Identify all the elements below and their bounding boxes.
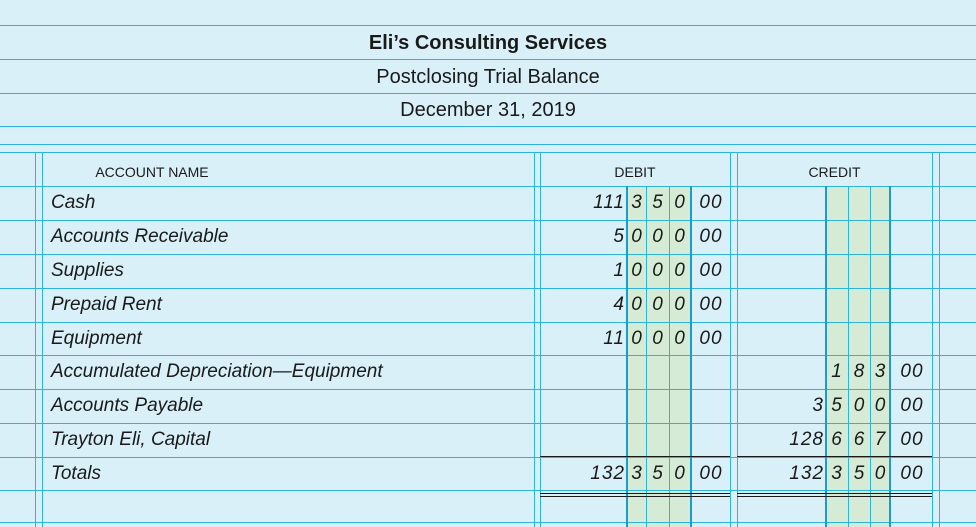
credit-total-cents: 00: [900, 463, 924, 484]
debit-total-tens: 5: [652, 463, 664, 484]
debit-thousands: 111: [593, 192, 625, 213]
credit-total-bottom-rule: [737, 493, 932, 494]
debit-total-bottom-rule-2: [540, 496, 730, 497]
credit-total-thousands: 132: [789, 463, 824, 484]
credit-hundreds: 1: [831, 361, 843, 382]
debit-ones: 0: [674, 294, 686, 315]
account-name: Accounts Payable: [51, 395, 204, 416]
account-name: Equipment: [51, 328, 142, 349]
debit-thousands: 11: [603, 328, 625, 349]
debit-hundreds: 0: [631, 328, 643, 349]
debit-tens: 0: [652, 260, 664, 281]
credit-total-tens: 5: [853, 463, 866, 484]
credit-hundreds: 6: [831, 429, 843, 450]
debit-total-cents: 00: [699, 463, 723, 484]
debit-ones: 0: [674, 260, 686, 281]
credit-ones: 0: [874, 395, 887, 416]
credit-total-bottom-rule-2: [737, 496, 932, 497]
debit-cents: 00: [699, 226, 723, 247]
credit-tens: 8: [853, 361, 866, 382]
debit-tens: 0: [652, 294, 664, 315]
debit-total-hundreds: 3: [631, 463, 643, 484]
account-name: Trayton Eli, Capital: [51, 429, 211, 450]
statement-date: December 31, 2019: [400, 99, 576, 121]
credit-ones: 3: [874, 361, 887, 382]
account-name: Supplies: [51, 260, 124, 281]
debit-hundreds: 0: [631, 226, 643, 247]
credit-total-hundreds: 3: [831, 463, 843, 484]
debit-cents: 00: [699, 192, 723, 213]
credit-total-top-rule: [737, 456, 932, 457]
credit-thousands: 3: [812, 395, 824, 416]
credit-cents: 00: [900, 361, 924, 382]
debit-hundreds: 0: [631, 260, 643, 281]
debit-cents: 00: [699, 328, 723, 349]
credit-cents: 00: [900, 429, 924, 450]
debit-tens: 0: [652, 328, 664, 349]
debit-thousands: 5: [613, 226, 625, 247]
debit-thousands: 4: [613, 294, 625, 315]
credit-tens: 6: [853, 429, 866, 450]
credit-total-ones: 0: [874, 463, 887, 484]
account-name: Accounts Receivable: [51, 226, 229, 247]
account-name: Cash: [51, 192, 96, 213]
credit-cents: 00: [900, 395, 924, 416]
debit-hundreds: 3: [631, 192, 643, 213]
account-name: Prepaid Rent: [51, 294, 162, 315]
credit-thousands: [742, 355, 824, 389]
debit-total-bottom-rule: [540, 493, 730, 494]
debit-header: DEBIT: [614, 164, 656, 180]
credit-tens: 0: [853, 395, 866, 416]
debit-cents: 00: [699, 260, 723, 281]
debit-ones: 0: [674, 226, 686, 247]
credit-header: CREDIT: [808, 164, 861, 180]
debit-total-ones: 0: [674, 463, 686, 484]
account-name-header: ACCOUNT NAME: [95, 164, 209, 180]
credit-hundreds-band: [826, 186, 890, 527]
credit-hundreds: 5: [831, 395, 843, 416]
debit-total-thousands: 132: [590, 463, 625, 484]
statement-title: Postclosing Trial Balance: [376, 66, 600, 88]
debit-thousands: 1: [613, 260, 625, 281]
debit-tens: 0: [652, 226, 664, 247]
credit-thousands: 128: [789, 429, 824, 450]
debit-hundreds-band: [627, 186, 691, 527]
debit-total-top-rule: [540, 456, 730, 457]
debit-ones: 0: [674, 328, 686, 349]
totals-label: Totals: [51, 463, 101, 484]
debit-cents: 00: [699, 294, 723, 315]
debit-ones: 0: [674, 192, 686, 213]
account-name: Accumulated Depreciation—Equipment: [51, 361, 383, 382]
credit-ones: 7: [874, 429, 887, 450]
company-name: Eli’s Consulting Services: [368, 32, 608, 54]
debit-hundreds: 0: [631, 294, 643, 315]
debit-tens: 5: [652, 192, 664, 213]
